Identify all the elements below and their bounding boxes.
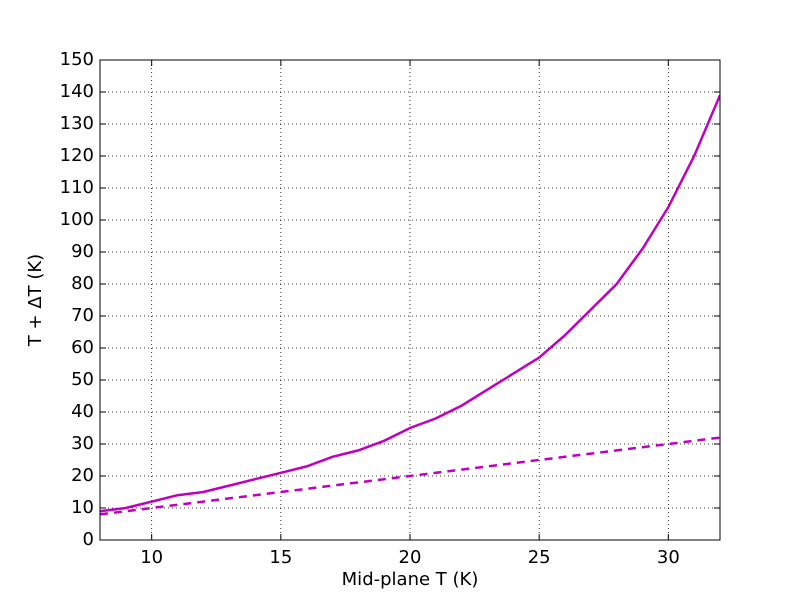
plot-frame [99, 59, 721, 541]
y-axis-label: T + ΔT (K) [25, 254, 46, 347]
y-tick-label: 140 [60, 81, 94, 102]
y-tick-label: 90 [71, 241, 94, 262]
x-tick-label: 30 [657, 547, 680, 568]
y-tick-label: 70 [71, 305, 94, 326]
y-tick-label: 60 [71, 337, 94, 358]
y-tick-label: 120 [60, 145, 94, 166]
x-axis-label: Mid-plane T (K) [342, 569, 479, 590]
x-tick-label: 10 [140, 547, 163, 568]
y-tick-label: 100 [60, 209, 94, 230]
y-tick-label: 110 [60, 177, 94, 198]
y-tick-label: 80 [71, 273, 94, 294]
y-tick-label: 10 [71, 497, 94, 518]
x-tick-label: 20 [399, 547, 422, 568]
y-tick-label: 150 [60, 49, 94, 70]
data-line [100, 94, 720, 513]
y-tick-label: 30 [71, 433, 94, 454]
y-tick-label: 130 [60, 113, 94, 134]
x-tick-label: 25 [528, 547, 551, 568]
y-tick-label: 0 [83, 529, 94, 550]
y-tick-label: 50 [71, 369, 94, 390]
data-line [100, 436, 720, 516]
x-tick-label: 15 [269, 547, 292, 568]
y-tick-label: 40 [71, 401, 94, 422]
y-tick-label: 20 [71, 465, 94, 486]
